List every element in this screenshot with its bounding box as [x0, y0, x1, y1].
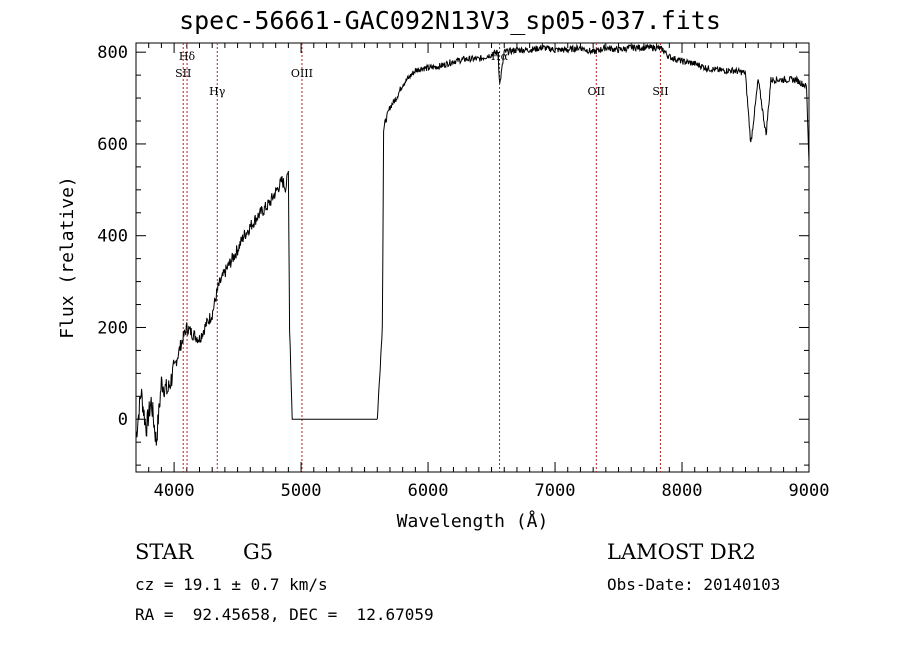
- line-marker-label: Hδ: [179, 50, 196, 63]
- y-tick-label: 200: [97, 318, 128, 338]
- line-marker-label: SII: [175, 67, 191, 80]
- spectrum-line: [135, 43, 810, 446]
- redshift-velocity: cz = 19.1 ± 0.7 km/s: [135, 575, 328, 594]
- y-tick-label: 600: [97, 135, 128, 155]
- y-axis-label: Flux (relative): [57, 176, 78, 339]
- line-marker-label: OIII: [291, 67, 313, 80]
- y-tick-label: 400: [97, 227, 128, 247]
- y-tick-label: 0: [118, 410, 128, 430]
- x-tick-label: 9000: [789, 481, 830, 501]
- survey-label: LAMOST DR2: [607, 540, 756, 564]
- x-tick-label: 6000: [408, 481, 449, 501]
- line-marker-label: Hγ: [209, 85, 226, 98]
- object-class: STAR: [135, 540, 194, 564]
- line-marker-label: OII: [587, 85, 605, 98]
- coordinates: RA = 92.45658, DEC = 12.67059: [135, 605, 434, 624]
- line-marker-label: SII: [652, 85, 668, 98]
- x-tick-label: 8000: [662, 481, 703, 501]
- x-tick-label: 7000: [535, 481, 576, 501]
- plot-frame: [135, 42, 810, 473]
- x-tick-label: 5000: [281, 481, 322, 501]
- subclass: G5: [243, 540, 274, 564]
- x-tick-label: 4000: [154, 481, 195, 501]
- x-axis-label: Wavelength (Å): [397, 510, 549, 532]
- observation-date: Obs-Date: 20140103: [607, 575, 781, 594]
- chart-title: spec-56661-GAC092N13V3_sp05-037.fits: [179, 6, 721, 35]
- y-tick-label: 800: [97, 43, 128, 63]
